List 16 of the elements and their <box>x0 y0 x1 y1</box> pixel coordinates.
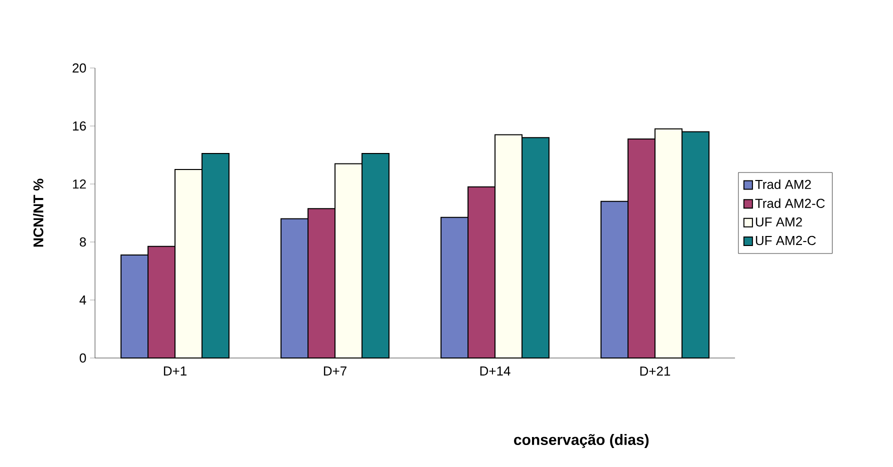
y-tick-label: 20 <box>72 63 86 73</box>
y-tick-label: 16 <box>73 121 86 131</box>
y-tick-label: 4 <box>80 296 86 304</box>
y-tick-label: 12 <box>73 179 86 189</box>
legend-label: UF AM2 <box>756 217 802 227</box>
legend-label: UF AM2-C <box>756 236 816 246</box>
y-tick-label: 0 <box>80 353 86 363</box>
x-tick-label: D+7 <box>324 366 346 376</box>
y-axis-title: NCN/NT % <box>33 178 44 247</box>
y-tick-label: 8 <box>80 237 86 247</box>
legend-label: Trad AM2 <box>755 180 811 190</box>
x-tick-label: D+14 <box>480 366 510 376</box>
x-axis-title: conservação (dias) <box>514 434 649 448</box>
x-tick-label: D+1 <box>164 366 186 376</box>
x-tick-label: D+21 <box>640 366 670 376</box>
legend-label: Trad AM2-C <box>755 198 825 208</box>
